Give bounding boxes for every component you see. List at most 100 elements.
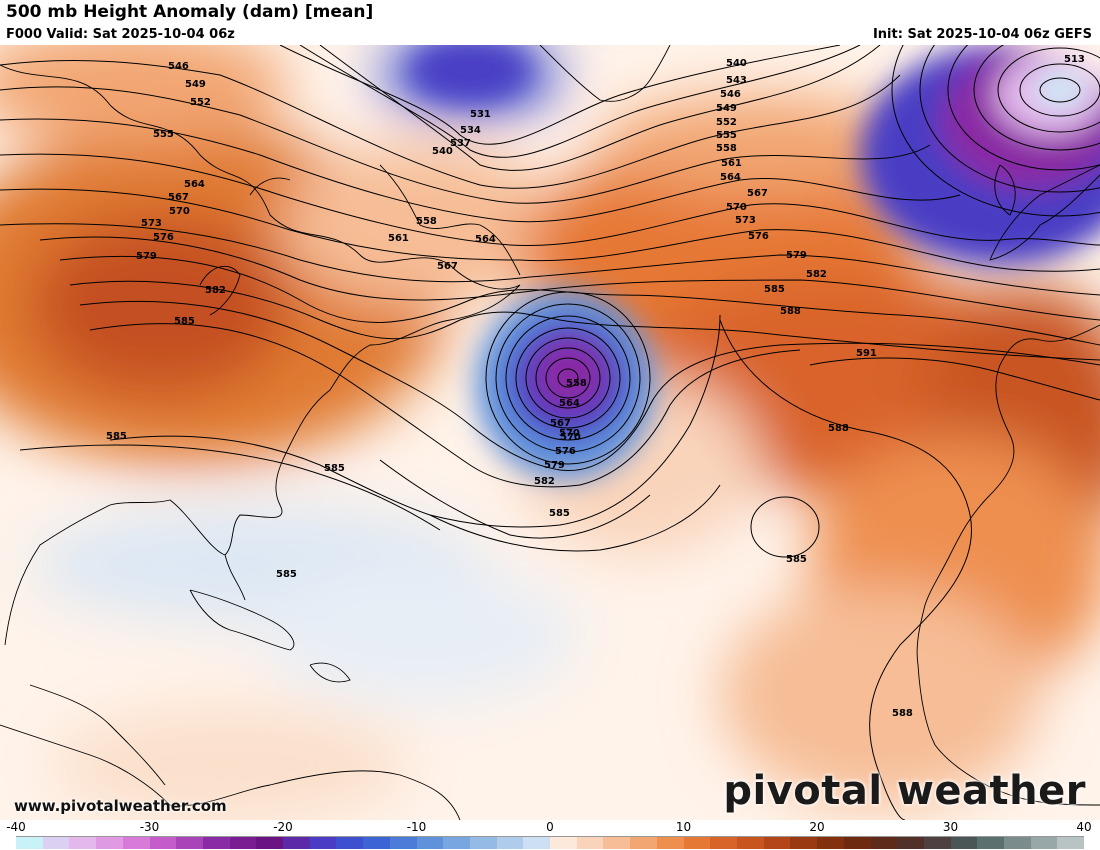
contour-label: 567 [168,192,189,203]
contour-label: 552 [190,97,211,108]
colorbar-swatch [149,837,177,849]
colorbar-tick-label: 0 [546,820,554,834]
contour-label: 561 [388,233,409,244]
colorbar-swatch [42,837,70,849]
colorbar-swatch [1004,837,1031,849]
colorbar-swatch [309,837,337,849]
contour-label: 543 [726,75,747,86]
website-url: www.pivotalweather.com [14,797,227,815]
contour-label: 573 [735,215,756,226]
contour-label: 588 [780,306,801,317]
colorbar-swatch [416,837,444,849]
colorbar-swatch [122,837,150,849]
contour-label: 582 [534,476,555,487]
colorbar-tick-label: 20 [809,820,825,834]
contour-label: 537 [450,138,471,149]
contour-label: 546 [168,61,189,72]
contour-label: 582 [806,269,827,280]
contour-label: 531 [470,109,491,120]
colorbar-swatch [1030,837,1058,849]
colorbar-ticks: -40 -30 -20 -10 0 10 20 30 40 [6,820,1091,836]
coastlines [0,45,1100,820]
colorbar-swatch [710,837,737,849]
colorbar-swatch [176,837,203,849]
contour-label: 549 [185,79,206,90]
colorbar-swatch [523,837,551,849]
brand-name: pivotal weather [723,768,1086,814]
contour-label: 564 [720,172,741,183]
anomaly-shading [0,45,1100,820]
contour-label: 564 [559,398,580,409]
colorbar-tick-label: 10 [675,820,692,834]
contour-label: 558 [416,216,437,227]
contour-label: 570 [560,432,581,443]
colorbar-swatch [870,837,898,849]
colorbar-tick-label: 40 [1076,820,1092,834]
contour-label: 552 [716,117,737,128]
contour-label: 570 [559,428,580,439]
map-title: 500 mb Height Anomaly (dam) [mean] [6,2,374,22]
init-time: Init: Sat 2025-10-04 06z GEFS [872,27,1092,42]
contour-label: 576 [153,232,174,243]
contour-label: 564 [184,179,205,190]
colorbar-swatch [443,837,470,849]
colorbar-swatch [843,837,871,849]
contour-label: 588 [828,423,849,434]
contour-label: 585 [786,554,807,565]
contour-label: 534 [460,125,481,136]
colorbar-swatch [603,837,631,849]
colorbar [16,836,1085,849]
colorbar-swatch [656,837,684,849]
contour-label: 579 [544,460,565,471]
colorbar-swatch [256,837,284,849]
contour-label: 549 [716,103,737,114]
colorbar-swatch [363,837,390,849]
contour-label: 576 [555,446,576,457]
contour-label: 585 [276,569,297,580]
contour-label: 585 [106,431,127,442]
contour-label: 540 [726,58,747,69]
anomaly-map: 513 531 534 537 540 540 543 546 546 549 … [0,45,1100,820]
contour-label: 585 [764,284,785,295]
colorbar-tick-label: -20 [273,820,293,834]
colorbar-swatch [550,837,577,849]
height-contours [0,45,1100,820]
colorbar-swatch [1057,837,1085,849]
colorbar-tick-label: -30 [139,820,160,834]
contour-label: 564 [475,234,496,245]
colorbar-swatch [630,837,657,849]
colorbar-swatch [69,837,97,849]
colorbar-swatch [576,837,604,849]
contour-label: 585 [324,463,345,474]
contour-label: 582 [205,285,226,296]
colorbar-swatch [283,837,310,849]
colorbar-swatch [897,837,924,849]
contour-label: 555 [153,129,174,140]
brand-logo: pivotal weather [723,768,1086,814]
contour-label: 567 [747,188,768,199]
contour-label: 546 [720,89,741,100]
contour-label: 570 [169,206,190,217]
contour-label: 573 [141,218,162,229]
contour-label: 591 [856,348,877,359]
contour-label: 567 [437,261,458,272]
contour-label: 555 [716,130,737,141]
contour-label: 579 [786,250,807,261]
colorbar-tick-label: -40 [6,820,26,834]
colorbar-swatch [923,837,951,849]
contour-labels: 513 531 534 537 540 540 543 546 546 549 … [106,54,1085,719]
contour-label: 513 [1064,54,1085,65]
contour-label: 588 [892,708,913,719]
colorbar-swatch [950,837,978,849]
contour-label: 585 [174,316,195,327]
contour-label: 570 [726,202,747,213]
colorbar-swatch [202,837,230,849]
contour-label: 558 [566,378,587,389]
colorbar-swatch [229,837,257,849]
colorbar-swatch [763,837,791,849]
contour-label: 579 [136,251,157,262]
colorbar-swatch [389,837,417,849]
colorbar-swatch [96,837,123,849]
valid-time: F000 Valid: Sat 2025-10-04 06z [6,27,235,42]
colorbar-swatch [336,837,364,849]
